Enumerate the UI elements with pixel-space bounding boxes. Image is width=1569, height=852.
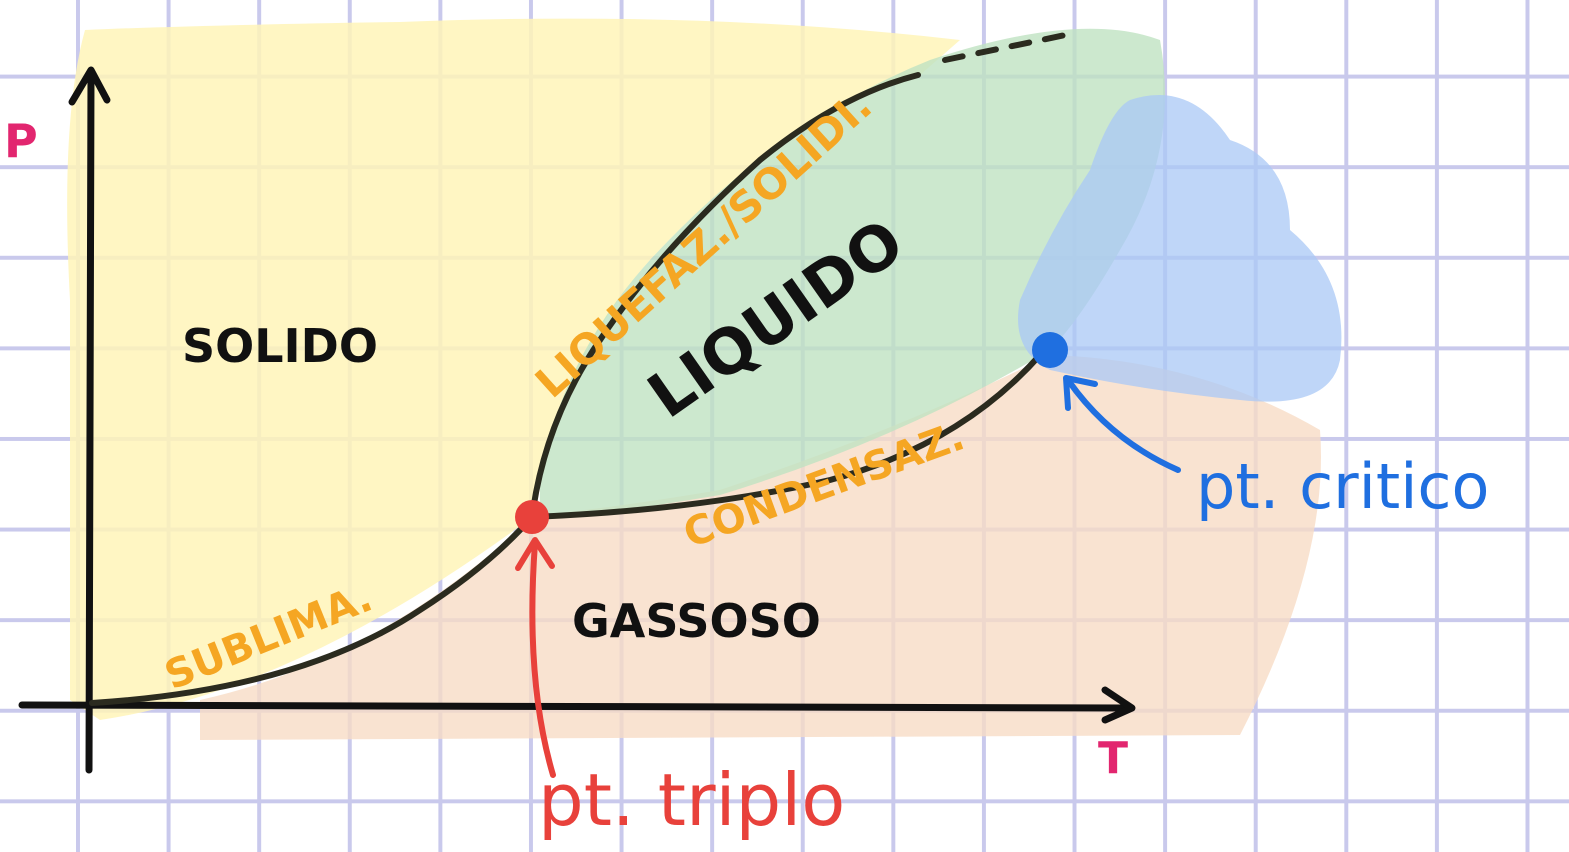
solid-region-label: SOLIDO (182, 319, 378, 373)
p-axis (85, 71, 95, 774)
p-axis-label: P (4, 114, 38, 168)
t-axis (18, 701, 1132, 712)
condensation-curve (529, 352, 1043, 520)
t-axis-arrowhead (1101, 686, 1136, 724)
triple-point-label: pt. triplo (538, 758, 845, 842)
gas-region-label: GASSOSO (572, 594, 821, 648)
triple-point-arrow (529, 540, 556, 778)
critical-point-label: pt. critico (1196, 450, 1489, 523)
gas-region (200, 355, 1321, 740)
critical-point-arrow (1065, 377, 1181, 473)
t-axis-label: T (1098, 733, 1128, 784)
melting-curve-extension (942, 30, 1078, 63)
melting-curve (529, 72, 921, 520)
liquid-region (540, 28, 1165, 520)
supercritical-region (1018, 95, 1342, 402)
triple-point (515, 500, 549, 534)
p-axis-arrowhead (68, 66, 111, 106)
solid-region (67, 18, 961, 721)
critical-point (1032, 332, 1068, 368)
triple-point-arrowhead (515, 537, 555, 571)
sublimation-curve (89, 514, 535, 706)
critical-point-arrowhead (1063, 375, 1098, 411)
